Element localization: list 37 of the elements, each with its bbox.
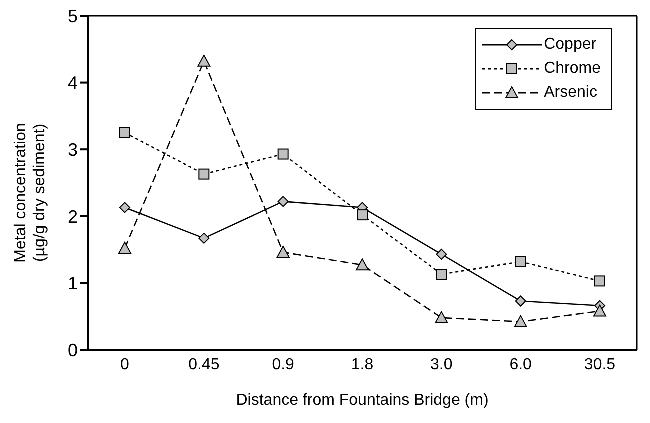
y-tick-label: 5 xyxy=(68,6,78,26)
point xyxy=(436,269,448,280)
point xyxy=(278,196,289,208)
point xyxy=(118,242,132,254)
y-tick-label: 3 xyxy=(68,140,78,160)
legend-label: Arsenic xyxy=(544,84,598,102)
point xyxy=(515,256,526,268)
x-tick-label: 30.5 xyxy=(584,356,616,374)
point xyxy=(435,311,448,324)
x-tick-label: 0 xyxy=(120,356,130,374)
x-tick-label: 6.0 xyxy=(510,356,532,374)
y-axis-title: Metal concentration (µg/g dry sediment) xyxy=(12,123,48,263)
y-tick-label: 1 xyxy=(68,274,78,294)
point xyxy=(278,148,289,160)
point xyxy=(198,232,210,244)
point xyxy=(594,276,606,287)
x-axis-title: Distance from Fountains Bridge (m) xyxy=(236,392,489,409)
y-tick-label: 2 xyxy=(68,206,78,227)
x-tick-label: 0.45 xyxy=(188,356,220,374)
legend-label: Copper xyxy=(544,36,597,54)
y-tick-label: 0 xyxy=(68,340,78,360)
y-tick-label: 4 xyxy=(68,73,78,94)
point xyxy=(198,54,211,67)
x-tick-label: 1.8 xyxy=(351,356,374,374)
point xyxy=(120,202,130,214)
point xyxy=(514,315,528,328)
point xyxy=(198,168,210,180)
point xyxy=(357,210,368,221)
point xyxy=(594,304,606,317)
x-tick-label: 3.0 xyxy=(430,356,453,374)
point xyxy=(356,258,369,271)
point xyxy=(515,296,526,307)
x-tick-label: 0.9 xyxy=(272,356,295,374)
point xyxy=(120,127,130,138)
legend-label: Chrome xyxy=(544,60,601,78)
point xyxy=(276,246,290,258)
point xyxy=(436,248,448,260)
